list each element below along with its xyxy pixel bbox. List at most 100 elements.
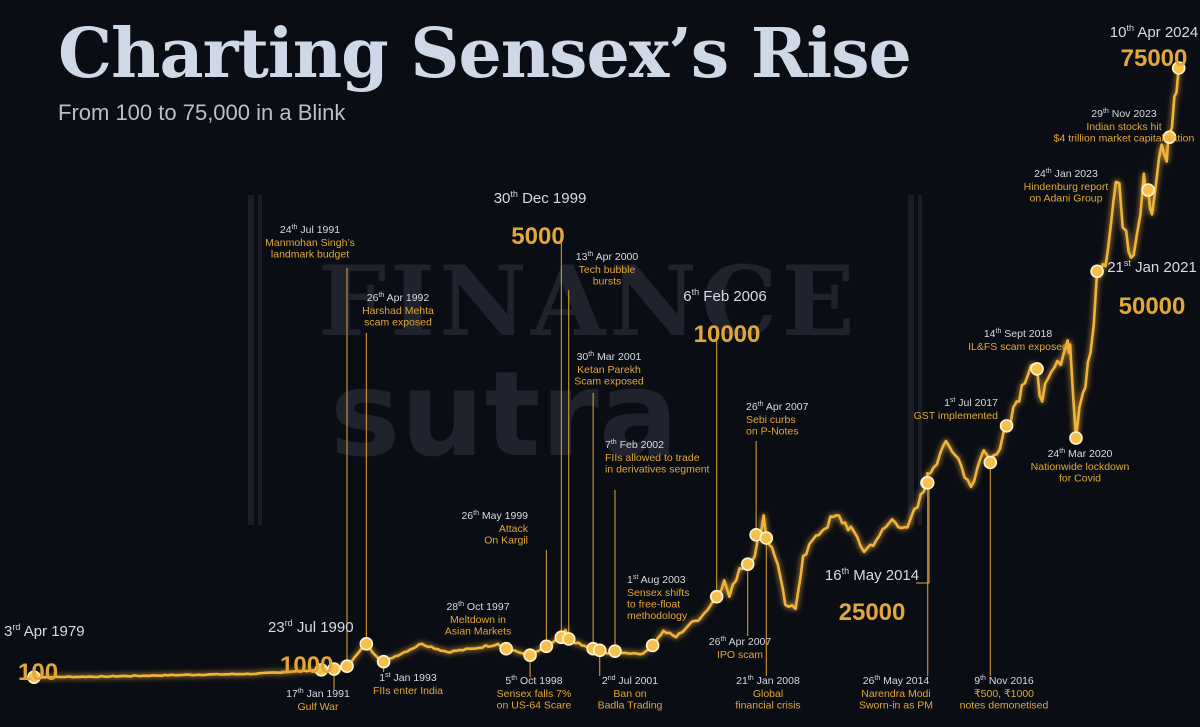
event-date: 26th Apr 2007 [709,636,772,648]
event-description: scam exposed [364,317,432,329]
event-date: 30th Mar 2001 [577,351,642,363]
event-description: Badla Trading [598,700,663,712]
event-description: $4 trillion market capitalisation [1054,133,1195,145]
event-date: 3rd Apr 1979 [4,622,85,640]
event-marker [1162,130,1177,144]
event-date: 21st Jan 2021 [1107,258,1197,276]
event-description: Sebi curbs [746,414,796,426]
event-description: on P-Notes [746,426,799,438]
event-marker [645,638,660,653]
event-description: to free-float [627,599,680,611]
milestone-value: 1000 [280,652,333,679]
event-description: On Kargil [484,535,528,547]
event-date: 29th Nov 2023 [1091,108,1157,120]
event-date: 23rd Jul 1990 [268,618,354,636]
event-description: Attack [499,523,529,535]
event-date: 1st Aug 2003 [627,574,686,586]
event-date: 13th Apr 2000 [576,251,639,263]
event-description: Hindenburg report [1024,181,1109,193]
event-description: Narendra Modi [861,688,930,700]
event-marker [608,644,622,658]
event-description: Tech bubble [579,264,636,276]
event-marker [709,589,724,604]
milestone-value: 10000 [694,321,761,348]
event-description: Asian Markets [445,626,512,638]
event-date: 1st Jan 1993 [379,672,437,684]
event-description: Sworn-in as PM [859,700,933,712]
watermark-bar [908,195,914,525]
event-date: 2nd Jul 2001 [602,675,658,687]
event-description: Scam exposed [574,376,644,388]
watermark-finance: FINANCE [318,245,859,358]
milestone-value: 5000 [511,223,564,250]
event-date: 26th Apr 1992 [367,292,430,304]
event-date: 14th Sept 2018 [984,328,1052,340]
event-description: in derivatives segment [605,464,710,476]
event-description: methodology [627,610,688,622]
watermark-bar [918,195,922,525]
milestone-value: 25000 [839,599,906,626]
event-description: Sensex falls 7% [497,688,572,700]
event-date: 7th Feb 2002 [605,439,664,451]
event-date: 17th Jan 1991 [286,688,350,700]
event-date: 16th May 2014 [825,566,919,584]
event-marker [759,531,774,545]
event-date: 9th Nov 2016 [974,675,1034,687]
event-description: on Adani Group [1030,193,1103,205]
event-description: Ban on [613,688,646,700]
event-description: ₹500, ₹1000 [974,688,1034,700]
page-title: Charting Sensex’s Rise [58,14,912,94]
event-description: landmark budget [271,249,349,261]
event-description: Gulf War [297,701,339,713]
event-date: 28th Oct 1997 [446,601,509,613]
event-description: FIIs allowed to trade [605,452,700,464]
event-description: Sensex shifts [627,587,689,599]
event-marker [999,419,1014,433]
event-date: 6th Feb 2006 [683,287,766,305]
event-description: Indian stocks hit [1086,121,1161,133]
event-marker [539,639,554,654]
milestone-value: 75000 [1121,45,1188,72]
page-subtitle: From 100 to 75,000 in a Blink [58,100,346,125]
event-description: Ketan Parekh [577,364,641,376]
event-date: 5th Oct 1998 [505,675,562,687]
event-marker [1090,264,1104,279]
event-marker [561,632,576,646]
event-marker [359,637,374,651]
watermark-bar [258,195,262,525]
event-description: on US-64 Scare [497,700,572,712]
watermark-bar [248,195,254,525]
event-description: Meltdown in [450,614,506,626]
event-date: 26th Apr 2007 [746,401,809,413]
event-marker [27,670,41,684]
milestone-value: 100 [18,659,58,686]
event-marker [499,641,513,656]
event-date: 24th Jan 2023 [1034,168,1098,180]
milestone-value: 50000 [1119,293,1186,320]
event-date: 26th May 1999 [461,510,528,522]
event-marker [1171,61,1186,75]
event-marker [376,654,391,669]
event-marker [1069,431,1083,445]
event-date: 26th May 2014 [863,675,930,687]
watermark-sutra: sutra [330,345,679,483]
event-date: 24th Jul 1991 [280,224,340,236]
event-date: 1st Jul 2017 [944,397,998,409]
event-description: IPO scam [717,649,763,661]
event-description: bursts [593,276,622,288]
event-marker [1141,183,1155,197]
event-marker [523,648,537,663]
event-description: Manmohan Singh’s [265,237,355,249]
event-date: 30th Dec 1999 [494,189,587,207]
event-marker [983,455,998,470]
event-date: 24th Mar 2020 [1048,448,1113,460]
event-marker [740,557,755,571]
event-description: financial crisis [735,700,800,712]
event-description: for Covid [1059,473,1101,485]
event-description: Nationwide lockdown [1031,461,1130,473]
event-leader-line [916,482,930,584]
event-description: GST implemented [914,410,999,422]
event-description: notes demonetised [960,700,1049,712]
event-marker [592,643,607,658]
